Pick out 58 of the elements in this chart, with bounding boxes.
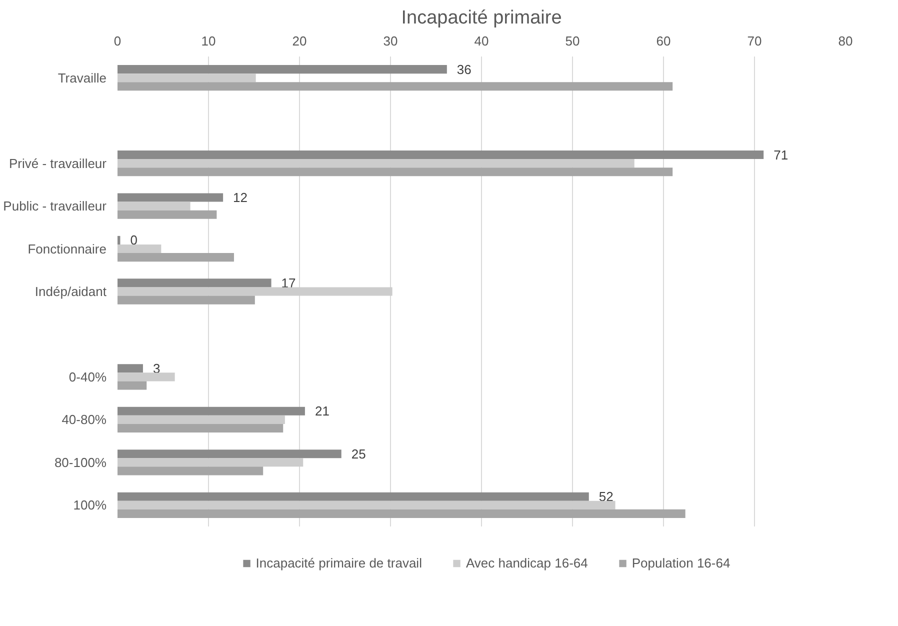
y-tick-label: 100%	[73, 498, 107, 513]
data-label: 25	[351, 446, 366, 462]
data-label: 0	[130, 232, 138, 248]
y-tick-label: Public - travailleur	[3, 198, 108, 214]
bar	[118, 458, 304, 467]
bar	[118, 364, 143, 373]
data-label: 71	[774, 147, 788, 162]
legend-label: Incapacité primaire de travail	[256, 556, 422, 570]
y-tick-label: 40-80%	[62, 412, 107, 428]
bar	[118, 381, 147, 390]
bar	[118, 253, 234, 262]
x-tick-label: 70	[747, 34, 762, 48]
x-tick-label: 50	[565, 34, 580, 48]
bar	[118, 202, 190, 210]
y-tick-label: Travaille	[58, 70, 107, 86]
bar	[118, 492, 589, 501]
bar	[118, 210, 217, 219]
x-tick-label: 0	[114, 34, 122, 48]
bar	[118, 509, 686, 518]
bar	[118, 65, 447, 74]
data-label: 3	[152, 360, 160, 376]
bar	[118, 278, 272, 288]
chart-title: Incapacité primaire	[401, 8, 562, 28]
legend-label: Population 16-64	[632, 556, 730, 570]
bar	[118, 500, 616, 510]
bar	[118, 74, 256, 82]
bar	[118, 466, 264, 476]
bar	[118, 450, 342, 458]
y-tick-label: 80-100%	[54, 454, 107, 470]
bar	[118, 287, 392, 296]
bar	[118, 159, 634, 168]
data-label: 52	[598, 489, 614, 504]
bar	[118, 193, 224, 202]
y-tick-label: Privé - travailleur	[8, 156, 108, 171]
bar	[118, 244, 162, 254]
y-tick-label: Fonctionnaire	[28, 241, 107, 256]
bar	[118, 236, 120, 244]
bar	[118, 415, 285, 424]
bar	[118, 406, 305, 416]
data-label: 36	[456, 62, 472, 77]
y-tick-label: 0-40%	[68, 369, 107, 384]
y-tick-label: Indép/aidant	[34, 284, 107, 299]
x-tick-label: 40	[474, 34, 489, 48]
data-label: 12	[233, 190, 248, 205]
x-tick-label: 30	[383, 34, 398, 48]
bar	[118, 150, 764, 160]
bar	[118, 82, 673, 91]
data-label: 17	[281, 275, 296, 290]
bar	[118, 168, 673, 176]
bar	[118, 296, 255, 304]
bar	[118, 372, 175, 382]
x-tick-label: 80	[838, 34, 853, 48]
x-tick-label: 20	[292, 34, 307, 48]
legend-label: Avec handicap 16-64	[466, 556, 588, 570]
x-tick-label: 60	[656, 34, 671, 48]
bar	[118, 424, 284, 432]
data-label: 21	[314, 404, 330, 419]
x-tick-label: 10	[201, 34, 216, 48]
